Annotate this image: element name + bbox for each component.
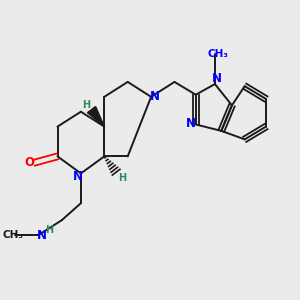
Text: O: O	[24, 156, 34, 169]
Text: N: N	[186, 117, 196, 130]
Text: N: N	[212, 73, 222, 85]
Text: H: H	[118, 173, 126, 183]
Text: CH₃: CH₃	[208, 49, 229, 59]
Polygon shape	[88, 106, 104, 127]
Text: N: N	[37, 229, 47, 242]
Text: H: H	[45, 225, 53, 235]
Text: H: H	[82, 100, 91, 110]
Text: N: N	[150, 90, 161, 103]
Text: N: N	[73, 170, 82, 183]
Text: CH₃: CH₃	[2, 230, 23, 240]
